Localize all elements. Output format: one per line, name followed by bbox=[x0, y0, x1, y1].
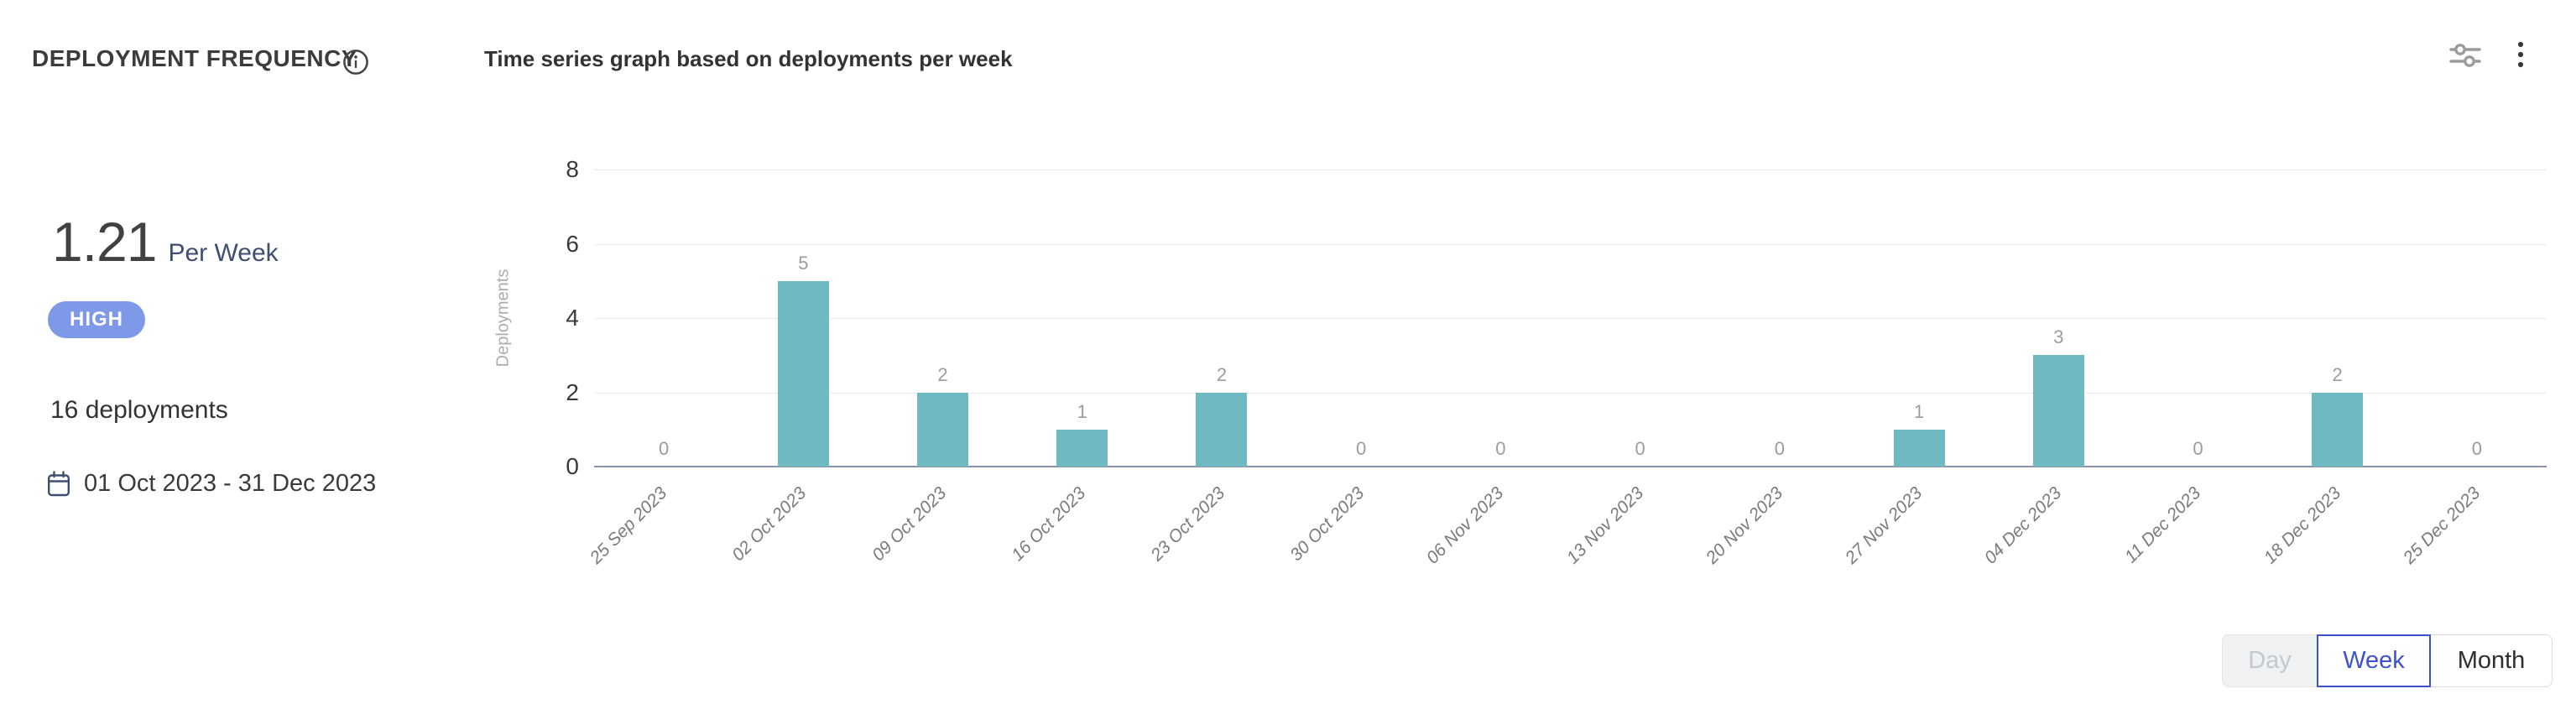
x-axis-label: 06 Nov 2023 bbox=[1423, 483, 1508, 568]
total-deployments: 16 deployments bbox=[50, 396, 228, 424]
y-axis-title: Deployments bbox=[493, 269, 513, 368]
x-axis-label: 20 Nov 2023 bbox=[1702, 483, 1787, 568]
x-axis-label: 16 Oct 2023 bbox=[1007, 483, 1090, 566]
bar[interactable] bbox=[1893, 429, 1945, 467]
x-axis-label: 09 Oct 2023 bbox=[868, 483, 950, 566]
y-axis-tick-label: 6 bbox=[566, 230, 579, 257]
bar-value-label: 0 bbox=[1774, 438, 1785, 459]
bar-value-label: 3 bbox=[2053, 326, 2064, 348]
bar-value-label: 0 bbox=[1635, 438, 1645, 459]
deployment-rate: 1.21 Per Week bbox=[52, 210, 279, 274]
granularity-month-button[interactable]: Month bbox=[2431, 634, 2553, 687]
bar[interactable] bbox=[1196, 392, 1248, 467]
bar-value-label: 5 bbox=[798, 252, 809, 274]
bar[interactable] bbox=[2032, 355, 2084, 467]
x-axis-label: 25 Sep 2023 bbox=[586, 483, 671, 568]
rate-unit: Per Week bbox=[168, 239, 279, 267]
bar-value-label: 0 bbox=[1356, 438, 1367, 459]
x-axis-label: 02 Oct 2023 bbox=[728, 483, 811, 566]
granularity-day-button[interactable]: Day bbox=[2222, 634, 2317, 687]
bar-value-label: 0 bbox=[2193, 438, 2203, 459]
granularity-week-button[interactable]: Week bbox=[2317, 634, 2431, 687]
gridline bbox=[594, 392, 2547, 394]
bar[interactable] bbox=[777, 280, 829, 467]
y-axis-tick-label: 2 bbox=[566, 378, 579, 405]
x-axis-label: 13 Nov 2023 bbox=[1562, 483, 1647, 568]
x-axis-label: 25 Dec 2023 bbox=[2399, 483, 2485, 568]
bar-value-label: 2 bbox=[1216, 363, 1228, 385]
date-range: 01 Oct 2023 - 31 Dec 2023 bbox=[84, 470, 377, 497]
y-axis-tick-label: 8 bbox=[566, 156, 579, 182]
bar-value-label: 1 bbox=[1077, 400, 1087, 422]
bar-value-label: 1 bbox=[1913, 400, 1925, 422]
calendar-icon bbox=[48, 470, 70, 496]
filter-sliders-icon[interactable] bbox=[2448, 42, 2482, 69]
gridline bbox=[594, 243, 2547, 245]
bar-value-label: 2 bbox=[937, 363, 948, 385]
x-axis-label: 11 Dec 2023 bbox=[2121, 483, 2205, 567]
x-axis-label: 18 Dec 2023 bbox=[2260, 483, 2344, 568]
bar-value-label: 0 bbox=[658, 438, 670, 459]
rate-value: 1.21 bbox=[52, 211, 157, 273]
plot-area: Deployments 0 2 4 6 8 0 25 Sep 2023 5 02 Oct 202… bbox=[494, 157, 2547, 567]
x-axis-label: 23 Oct 2023 bbox=[1147, 483, 1229, 566]
bar[interactable] bbox=[917, 392, 969, 467]
x-axis-label: 27 Nov 2023 bbox=[1841, 483, 1927, 568]
bar[interactable] bbox=[2312, 392, 2364, 467]
kebab-menu-icon[interactable] bbox=[2516, 40, 2526, 69]
widget-title: DEPLOYMENT FREQUENCY bbox=[32, 45, 358, 71]
x-axis-line bbox=[594, 466, 2547, 467]
gridline bbox=[594, 318, 2547, 319]
bar[interactable] bbox=[1056, 429, 1108, 467]
date-range-row: 01 Oct 2023 - 31 Dec 2023 bbox=[47, 470, 376, 498]
x-axis-label: 30 Oct 2023 bbox=[1286, 483, 1369, 566]
granularity-toggle: Day Week Month bbox=[2222, 634, 2553, 687]
chart-title: Time series graph based on deployments p… bbox=[484, 46, 1013, 71]
y-axis-tick-label: 4 bbox=[566, 305, 579, 331]
bar-value-label: 2 bbox=[2332, 363, 2343, 385]
bar-value-label: 0 bbox=[1495, 438, 1506, 459]
info-icon[interactable] bbox=[342, 49, 369, 76]
bar-value-label: 0 bbox=[2471, 438, 2483, 459]
x-axis-label: 04 Dec 2023 bbox=[1981, 483, 2066, 568]
y-axis-tick-label: 0 bbox=[566, 453, 579, 479]
performance-level-badge: HIGH bbox=[48, 301, 145, 338]
